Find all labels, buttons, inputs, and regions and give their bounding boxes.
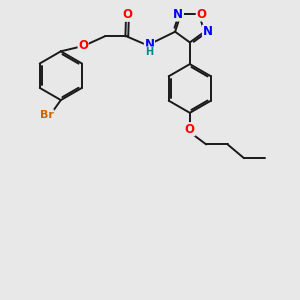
Text: N: N — [144, 38, 154, 51]
Text: Br: Br — [40, 110, 54, 120]
Text: O: O — [196, 8, 206, 21]
Text: O: O — [78, 40, 88, 52]
Text: N: N — [202, 25, 212, 38]
Text: H: H — [145, 47, 154, 57]
Text: N: N — [173, 8, 183, 21]
Text: O: O — [122, 8, 132, 21]
Text: O: O — [185, 123, 195, 136]
